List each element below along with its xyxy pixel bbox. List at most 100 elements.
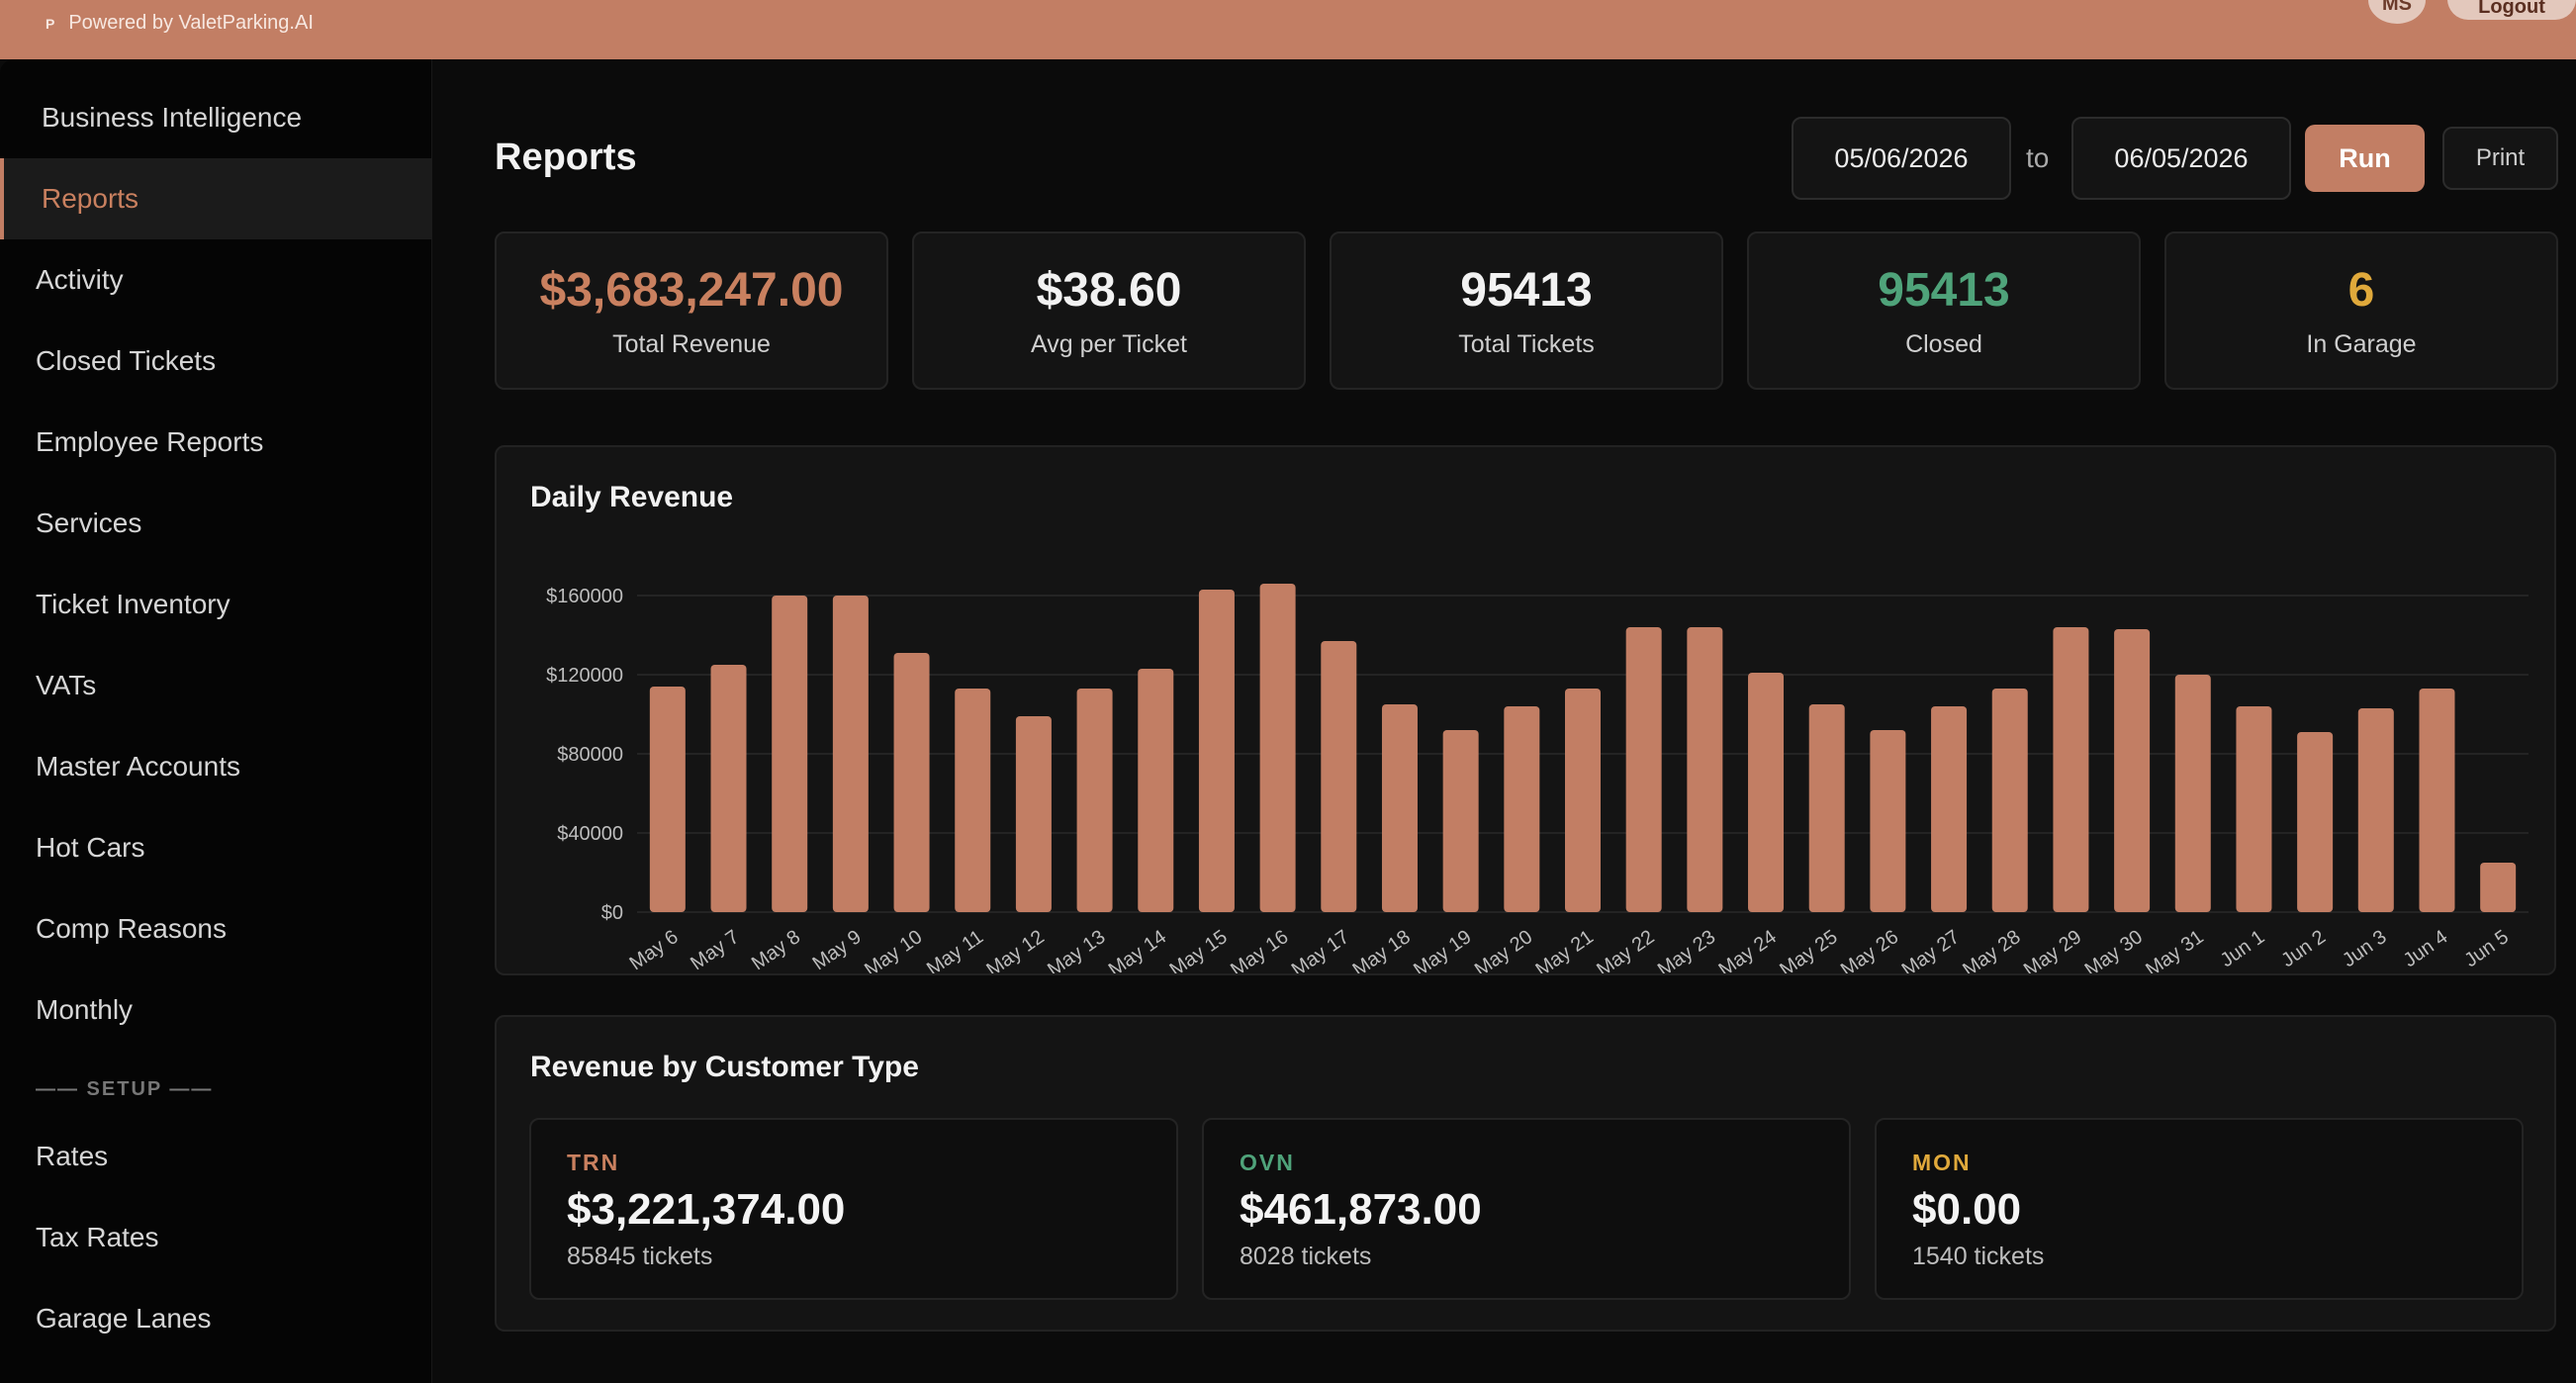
sidebar-item-monthly[interactable]: Monthly bbox=[36, 994, 134, 1025]
chart-bar[interactable] bbox=[1808, 704, 1845, 912]
sidebar-item-vats[interactable]: VATs bbox=[36, 670, 97, 700]
x-tick-label: May 17 bbox=[1288, 926, 1353, 973]
y-tick-label: $120000 bbox=[546, 665, 623, 687]
x-tick-label: May 27 bbox=[1898, 926, 1964, 973]
stat-label: Total Tickets bbox=[1458, 330, 1595, 358]
sidebar-item-services[interactable]: Services bbox=[36, 507, 142, 538]
chart-bar[interactable] bbox=[1504, 706, 1540, 912]
date-range-separator: to bbox=[2026, 142, 2050, 173]
sidebar-item-comp-reasons[interactable]: Comp Reasons bbox=[36, 913, 227, 944]
main-content: Reports to Run Print $3,683,247.00 Total… bbox=[432, 59, 2576, 1383]
chart-bar[interactable] bbox=[710, 665, 747, 912]
chart-bar[interactable] bbox=[2419, 689, 2455, 912]
run-button[interactable]: Run bbox=[2305, 125, 2425, 192]
chart-bar[interactable] bbox=[2174, 675, 2211, 912]
chart-bar[interactable] bbox=[893, 653, 930, 912]
x-tick-label: May 7 bbox=[687, 926, 743, 973]
chart-bar[interactable] bbox=[832, 596, 869, 912]
page-title: Reports bbox=[495, 137, 637, 178]
customer-type-code: MON bbox=[1912, 1150, 1972, 1175]
chart-bar[interactable] bbox=[1565, 689, 1601, 912]
y-tick-label: $80000 bbox=[557, 744, 623, 766]
stat-card-avg-per-ticket: $38.60 Avg per Ticket bbox=[912, 231, 1306, 390]
x-tick-label: May 12 bbox=[982, 926, 1048, 973]
chart-bar[interactable] bbox=[1381, 704, 1418, 912]
stat-label: Total Revenue bbox=[612, 330, 771, 358]
chart-bar[interactable] bbox=[1138, 669, 1174, 912]
sidebar-item-closed-tickets[interactable]: Closed Tickets bbox=[36, 345, 217, 376]
stat-card-closed: 95413 Closed bbox=[1747, 231, 2141, 390]
stat-card-in-garage: 6 In Garage bbox=[2164, 231, 2558, 390]
x-tick-label: May 26 bbox=[1837, 926, 1902, 973]
sidebar-item-activity[interactable]: Activity bbox=[36, 264, 124, 295]
chart-bar[interactable] bbox=[1687, 627, 1723, 912]
stat-card-total-revenue: $3,683,247.00 Total Revenue bbox=[495, 231, 888, 390]
customer-type-card-mon: MON $0.00 1540 tickets bbox=[1875, 1118, 2524, 1300]
chart-bar[interactable] bbox=[955, 689, 991, 912]
chart-bar[interactable] bbox=[1870, 730, 1906, 912]
x-tick-label: Jun 3 bbox=[2339, 926, 2391, 971]
chart-bar[interactable] bbox=[649, 687, 686, 912]
x-tick-label: Jun 1 bbox=[2217, 926, 2269, 971]
chart-bar[interactable] bbox=[772, 596, 808, 912]
chart-bar[interactable] bbox=[1076, 689, 1113, 912]
avatar[interactable]: MS bbox=[2368, 0, 2426, 24]
sidebar-item-master-accounts[interactable]: Master Accounts bbox=[36, 751, 240, 782]
date-to-input[interactable] bbox=[2071, 117, 2291, 200]
sidebar-item-business-intelligence[interactable]: Business Intelligence bbox=[42, 102, 303, 133]
stat-value: 6 bbox=[2347, 264, 2375, 317]
x-tick-label: May 21 bbox=[1532, 926, 1598, 973]
sidebar-item-garage-lanes[interactable]: Garage Lanes bbox=[36, 1303, 212, 1334]
chart-bar[interactable] bbox=[1321, 641, 1357, 912]
x-tick-label: May 19 bbox=[1410, 926, 1475, 973]
x-tick-label: Jun 5 bbox=[2460, 926, 2513, 971]
customer-type-amount: $0.00 bbox=[1912, 1185, 2022, 1234]
chart-bar[interactable] bbox=[1991, 689, 2028, 912]
y-tick-label: $40000 bbox=[557, 823, 623, 845]
x-tick-label: May 18 bbox=[1348, 926, 1414, 973]
stat-value: $3,683,247.00 bbox=[539, 264, 844, 317]
stat-value: 95413 bbox=[1460, 264, 1593, 317]
customer-type-code: TRN bbox=[567, 1150, 620, 1175]
stat-value: 95413 bbox=[1878, 264, 2010, 317]
sidebar-item-ticket-inventory[interactable]: Ticket Inventory bbox=[36, 589, 230, 619]
stat-card-total-tickets: 95413 Total Tickets bbox=[1330, 231, 1723, 390]
brand-text: Powered by ValetParking.AI bbox=[68, 12, 314, 34]
sidebar-item-tax-rates[interactable]: Tax Rates bbox=[36, 1222, 159, 1252]
sidebar-item-reports[interactable]: Reports bbox=[0, 158, 432, 239]
sidebar-item-employee-reports[interactable]: Employee Reports bbox=[36, 426, 264, 457]
print-button[interactable]: Print bbox=[2442, 127, 2558, 190]
x-tick-label: May 28 bbox=[1959, 926, 2024, 973]
sidebar-item-rates[interactable]: Rates bbox=[36, 1141, 109, 1171]
date-from-input[interactable] bbox=[1792, 117, 2011, 200]
chart-bar[interactable] bbox=[2297, 732, 2334, 912]
chart-bar[interactable] bbox=[1198, 590, 1235, 912]
chart-bar[interactable] bbox=[1442, 730, 1479, 912]
x-tick-label: May 8 bbox=[748, 926, 804, 973]
chart-bar[interactable] bbox=[1015, 716, 1052, 912]
chart-bar[interactable] bbox=[2114, 629, 2151, 912]
chart-bar[interactable] bbox=[1259, 584, 1296, 912]
stat-value: $38.60 bbox=[1036, 264, 1182, 317]
x-tick-label: May 14 bbox=[1105, 926, 1170, 973]
chart-bar[interactable] bbox=[1931, 706, 1968, 912]
sidebar: Business Intelligence Reports Activity C… bbox=[0, 59, 432, 1383]
x-tick-label: May 31 bbox=[2142, 926, 2207, 973]
x-tick-label: May 15 bbox=[1165, 926, 1231, 973]
chart-bar[interactable] bbox=[2236, 706, 2272, 912]
x-tick-label: May 20 bbox=[1471, 926, 1536, 973]
brand-logo-icon: P bbox=[46, 15, 55, 32]
x-tick-label: May 30 bbox=[2081, 926, 2147, 973]
chart-bar[interactable] bbox=[2480, 863, 2517, 912]
customer-type-title: Revenue by Customer Type bbox=[530, 1051, 919, 1083]
x-tick-label: May 11 bbox=[923, 926, 987, 973]
customer-type-amount: $3,221,374.00 bbox=[567, 1185, 846, 1234]
chart-bar[interactable] bbox=[1625, 627, 1662, 912]
chart-bar[interactable] bbox=[2357, 708, 2394, 912]
x-tick-label: May 10 bbox=[861, 926, 926, 973]
chart-bar[interactable] bbox=[1748, 673, 1785, 912]
sidebar-item-hot-cars[interactable]: Hot Cars bbox=[36, 832, 145, 863]
logout-button[interactable]: Logout bbox=[2447, 0, 2576, 20]
chart-bar[interactable] bbox=[2053, 627, 2089, 912]
